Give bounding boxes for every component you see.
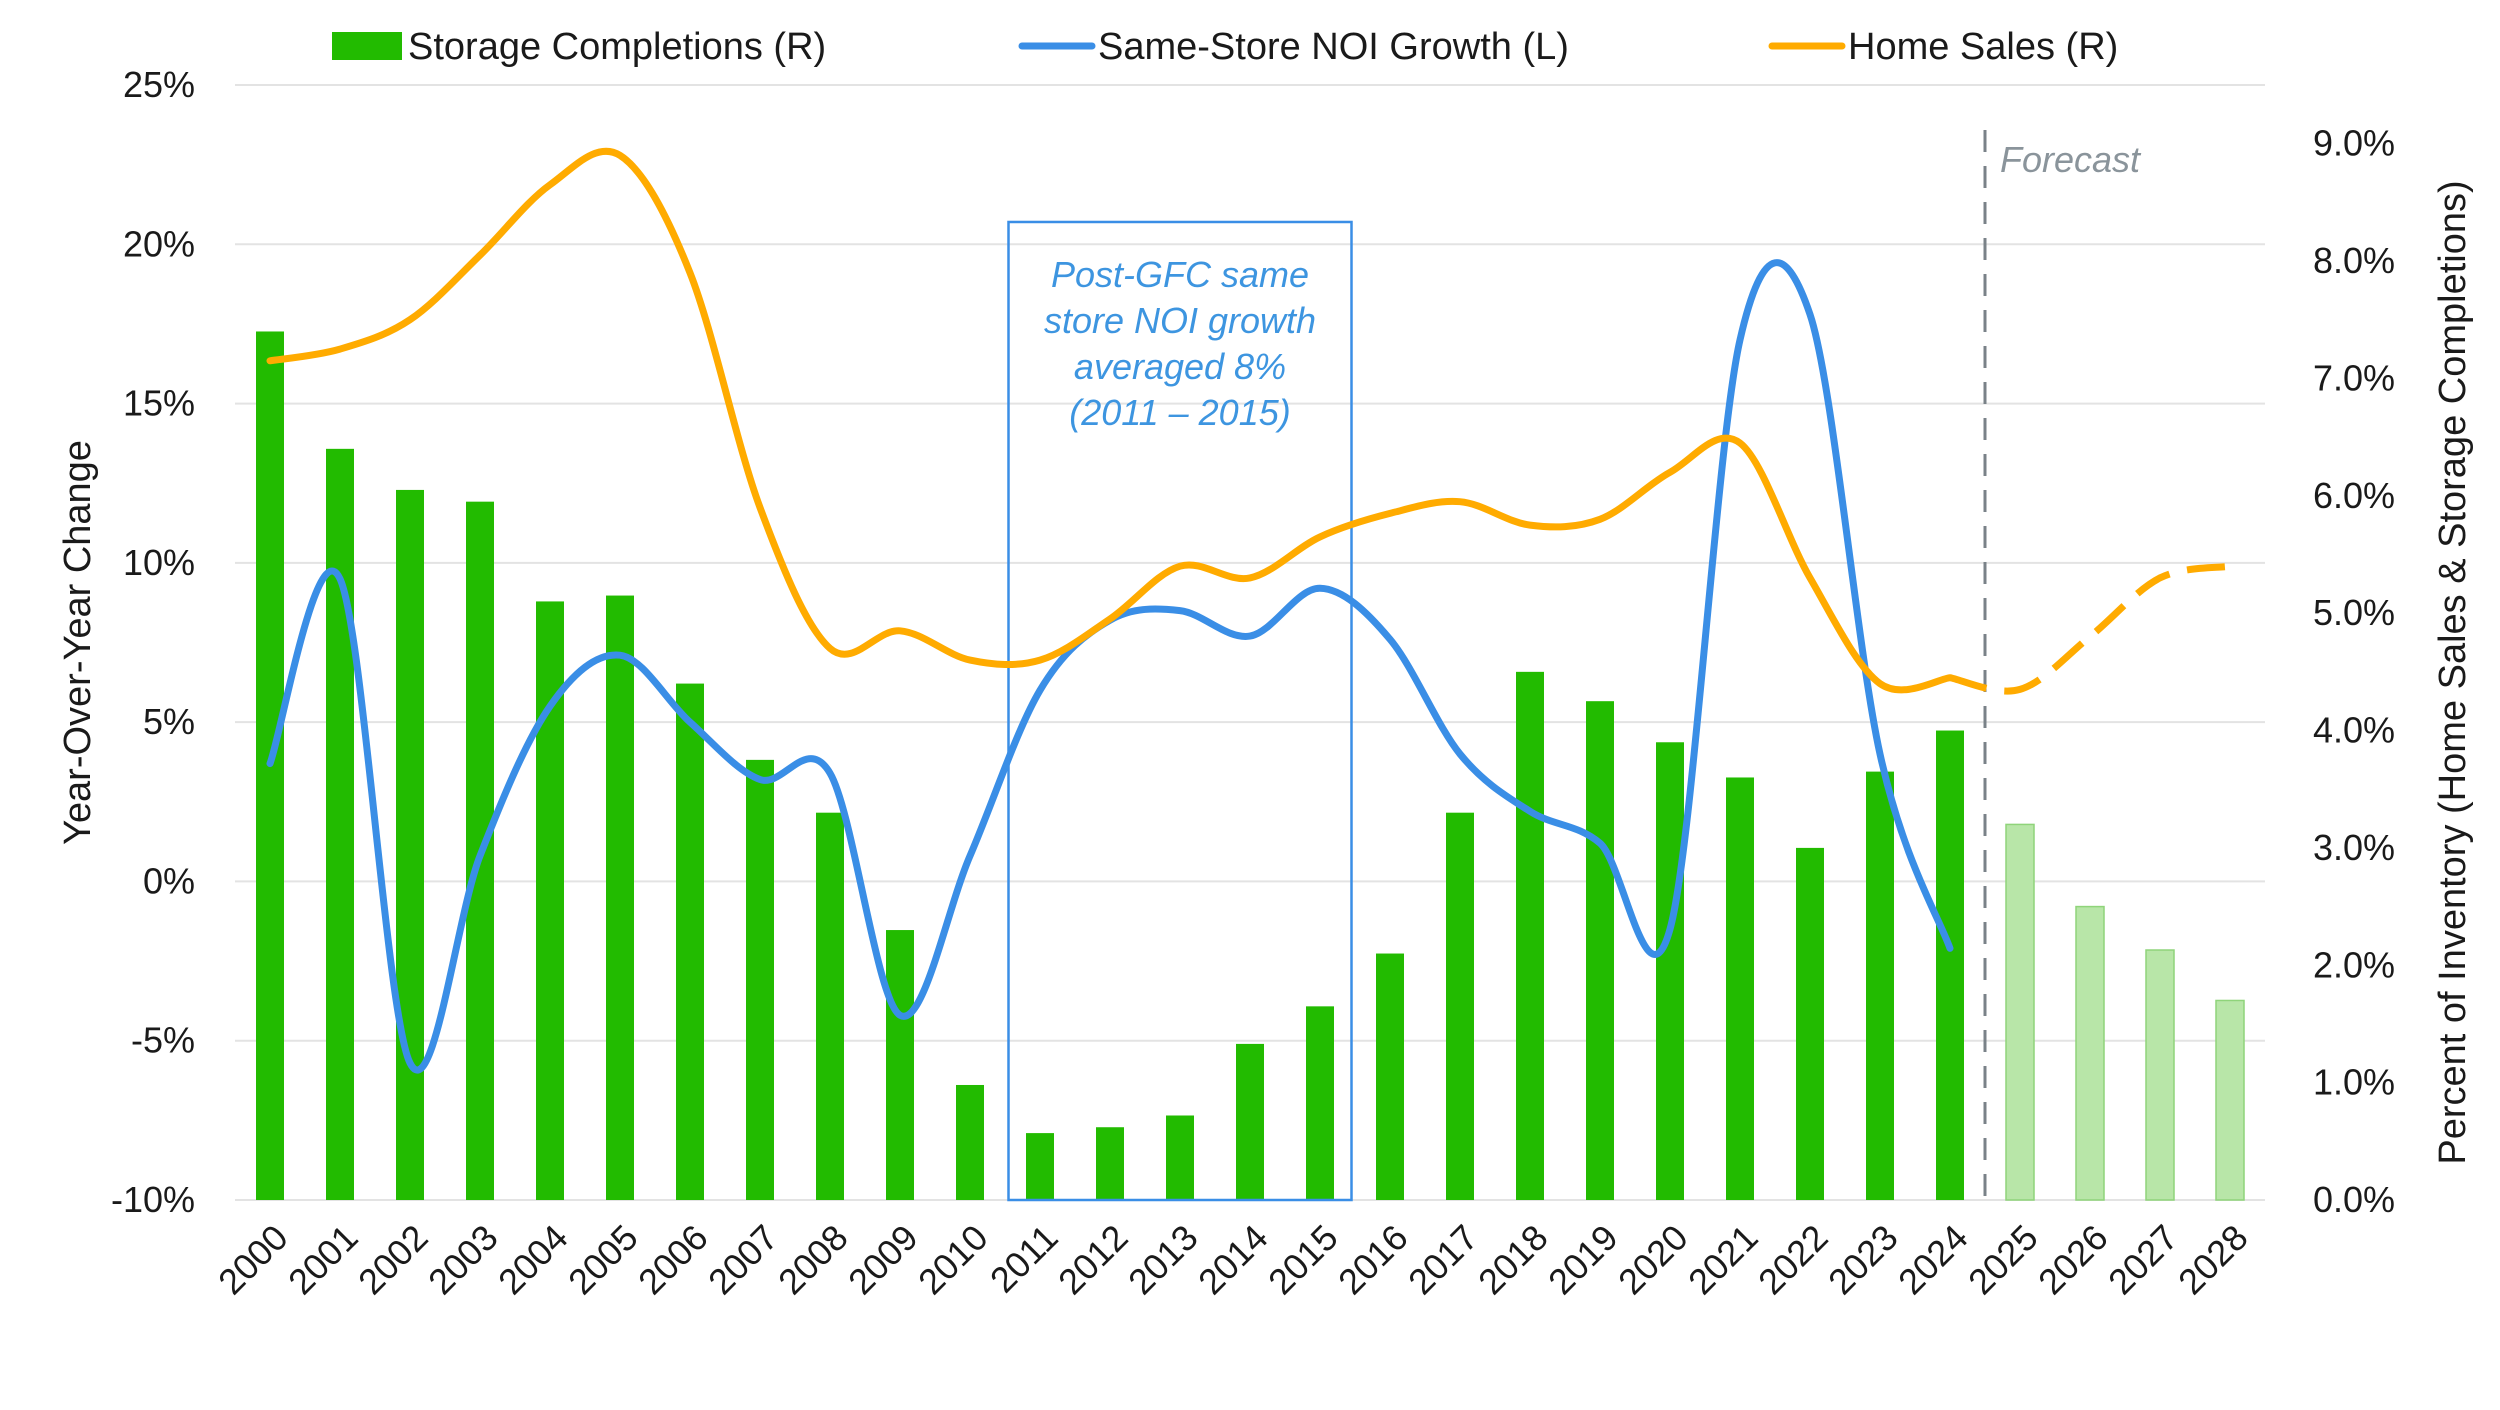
home-sales-line	[266, 147, 1954, 694]
x-tick-label: 2001	[280, 1217, 366, 1303]
bar	[1936, 730, 1964, 1200]
home-sales-forecast-line	[1949, 562, 2231, 695]
bar	[1096, 1127, 1124, 1200]
x-tick-label: 2002	[350, 1217, 436, 1303]
bar	[396, 489, 424, 1201]
x-tick-label: 2012	[1050, 1217, 1136, 1303]
annotation: Post-GFC same store NOI growth averaged 8%…	[1007, 220, 1353, 1202]
bar	[886, 930, 914, 1200]
x-tick-label: 2021	[1680, 1217, 1766, 1303]
x-tick-label: 2023	[1820, 1217, 1906, 1303]
bar	[326, 448, 354, 1200]
x-tick-label: 2013	[1120, 1217, 1206, 1303]
forecast-marker: Forecast	[1983, 130, 2142, 1200]
bar	[1026, 1133, 1054, 1200]
bar-series	[256, 331, 2245, 1201]
right-tick-label: 3.0%	[2313, 827, 2395, 868]
left-axis-title: Year-Over-Year Change	[57, 440, 99, 845]
bar	[1586, 701, 1614, 1200]
x-tick-label: 2015	[1260, 1217, 1346, 1303]
bar	[1866, 771, 1894, 1200]
left-tick-label: 25%	[123, 64, 195, 105]
bar-forecast	[2005, 823, 2035, 1201]
legend-label-noi: Same-Store NOI Growth (L)	[1098, 26, 1569, 68]
x-tick-label: 2003	[420, 1217, 506, 1303]
left-tick-label: -5%	[131, 1020, 195, 1061]
x-tick-label: 2026	[2030, 1217, 2116, 1303]
legend-label-home-sales: Home Sales (R)	[1848, 26, 2118, 68]
bar	[676, 683, 704, 1200]
x-tick-label: 2000	[210, 1217, 296, 1303]
x-tick-label: 2019	[1540, 1217, 1626, 1303]
gridlines	[235, 84, 2265, 1201]
x-tick-label: 2027	[2100, 1217, 2186, 1303]
right-tick-label: 5.0%	[2313, 592, 2395, 633]
bar	[816, 812, 844, 1200]
x-tick-label: 2011	[982, 1217, 1066, 1301]
left-axis: -10% -5% 0% 5% 10% 15% 20% 25%	[111, 64, 195, 1220]
right-axis-title: Percent of Inventory (Home Sales & Stora…	[2432, 180, 2474, 1164]
x-axis: 2000200120022003200420052006200720082009…	[210, 1217, 2256, 1303]
right-tick-label: 6.0%	[2313, 475, 2395, 516]
legend: Storage Completions (R) Same-Store NOI Gr…	[332, 26, 2118, 68]
bar	[1656, 742, 1684, 1200]
bar	[1516, 671, 1544, 1200]
left-tick-label: 15%	[123, 383, 195, 424]
x-tick-label: 2005	[560, 1217, 646, 1303]
left-tick-label: -10%	[111, 1179, 195, 1220]
right-tick-label: 2.0%	[2313, 944, 2395, 985]
annotation-text: Post-GFC same	[1051, 254, 1309, 295]
bar	[1236, 1043, 1264, 1200]
annotation-text: (2011 – 2015)	[1069, 392, 1291, 433]
bar	[1306, 1006, 1334, 1200]
x-tick-label: 2009	[840, 1217, 926, 1303]
x-tick-label: 2017	[1400, 1217, 1486, 1303]
x-tick-label: 2022	[1750, 1217, 1836, 1303]
bar	[1796, 847, 1824, 1200]
bar-forecast	[2145, 949, 2175, 1201]
x-tick-label: 2025	[1960, 1217, 2046, 1303]
x-tick-label: 2004	[490, 1217, 576, 1303]
bar	[1376, 953, 1404, 1200]
x-tick-label: 2018	[1470, 1217, 1556, 1303]
bar	[1726, 777, 1754, 1200]
forecast-label: Forecast	[2000, 139, 2142, 180]
right-tick-label: 4.0%	[2313, 710, 2395, 751]
left-tick-label: 5%	[143, 701, 195, 742]
bar-forecast	[2075, 905, 2105, 1201]
annotation-box	[1007, 220, 1353, 1202]
x-tick-label: 2028	[2170, 1217, 2256, 1303]
left-tick-label: 10%	[123, 542, 195, 583]
annotation-text: store NOI growth	[1044, 300, 1316, 341]
bar	[746, 759, 774, 1200]
x-tick-label: 2008	[770, 1217, 856, 1303]
x-tick-label: 2006	[630, 1217, 716, 1303]
axis-titles: Year-Over-Year Change Percent of Inventor…	[57, 180, 2474, 1164]
right-axis: 0.0% 1.0% 2.0% 3.0% 4.0% 5.0% 6.0% 7.0% 8.0% 9.0%	[2313, 123, 2395, 1220]
legend-swatch-storage	[332, 32, 402, 60]
right-tick-label: 1.0%	[2313, 1062, 2395, 1103]
bar	[956, 1084, 984, 1200]
bar-forecast	[2215, 999, 2245, 1201]
bar	[606, 595, 634, 1200]
left-tick-label: 20%	[123, 223, 195, 264]
bar	[1446, 812, 1474, 1200]
right-tick-label: 7.0%	[2313, 357, 2395, 398]
left-tick-label: 0%	[143, 860, 195, 901]
right-tick-label: 0.0%	[2313, 1179, 2395, 1220]
bar	[1166, 1115, 1194, 1200]
x-tick-label: 2007	[700, 1217, 786, 1303]
x-tick-label: 2014	[1190, 1217, 1276, 1303]
x-tick-label: 2016	[1330, 1217, 1416, 1303]
x-tick-label: 2010	[910, 1217, 996, 1303]
right-tick-label: 8.0%	[2313, 240, 2395, 281]
legend-label-storage: Storage Completions (R)	[408, 26, 826, 68]
x-tick-label: 2020	[1610, 1217, 1696, 1303]
right-tick-label: 9.0%	[2313, 123, 2395, 164]
annotation-text: averaged 8%	[1074, 346, 1286, 387]
line-series	[266, 147, 2231, 1074]
x-tick-label: 2024	[1890, 1217, 1976, 1303]
